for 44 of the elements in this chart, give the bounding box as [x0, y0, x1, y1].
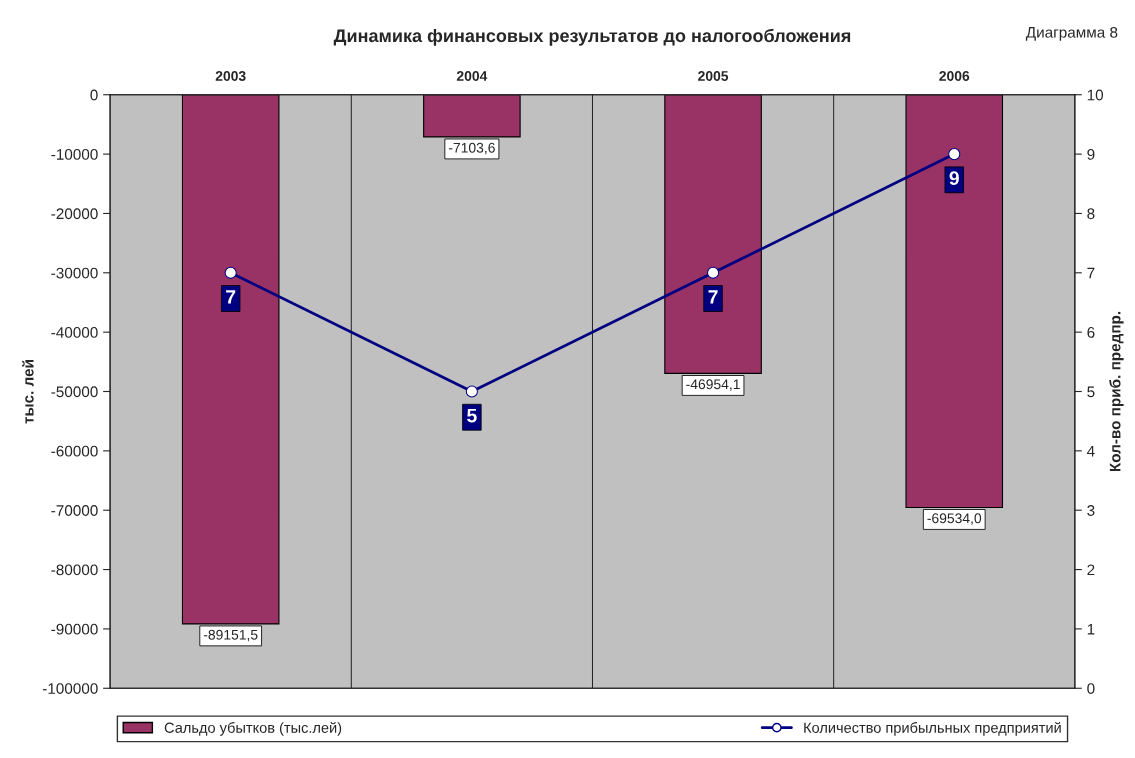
y2-tick-label: 8 — [1087, 208, 1095, 220]
y2-tick-label: 9 — [1087, 148, 1095, 160]
data-label: -69534,0 — [927, 513, 982, 525]
x-tick-label: 2004 — [456, 71, 488, 81]
y-tick-label: -100000 — [42, 683, 98, 694]
y2-tick-label: 6 — [1087, 327, 1095, 338]
text: Диаграмма 8 — [1025, 26, 1118, 41]
y2-axis-title: Кол-во приб. предпр. — [1109, 311, 1124, 472]
y-tick-label: -90000 — [51, 623, 98, 635]
y-tick-label: -40000 — [51, 327, 98, 338]
x-tick-label: 2006 — [939, 71, 970, 81]
chart-title: Динамика финансовых результатов до налогообложения — [333, 28, 851, 46]
y2-tick-label: 3 — [1087, 505, 1095, 516]
data-label: -89151,5 — [203, 629, 258, 642]
y2-tick-label: 10 — [1087, 89, 1104, 101]
data-label: -46954,1 — [686, 379, 740, 391]
y-tick-label: -30000 — [51, 267, 98, 279]
y-tick-label: -70000 — [51, 505, 98, 516]
y-tick-label: -80000 — [51, 564, 98, 576]
point — [706, 266, 720, 279]
y2-tick-label: 1 — [1087, 623, 1095, 635]
y2-tick-label: 2 — [1087, 564, 1095, 576]
legend-label: Количество прибыльных предприятий — [804, 721, 1061, 736]
y2-tick-label: 0 — [1087, 683, 1095, 694]
data-label: 5 — [467, 408, 477, 423]
y-tick-label: 0 — [90, 89, 98, 101]
point — [948, 148, 961, 161]
y-tick-label: -20000 — [51, 208, 98, 220]
y2-tick-label: 4 — [1087, 445, 1095, 457]
point — [465, 385, 478, 398]
data-label: 9 — [949, 171, 959, 186]
y-tick-label: -60000 — [51, 445, 98, 457]
data-label: 7 — [708, 290, 718, 304]
point — [224, 266, 237, 279]
data-label: -7103,6 — [448, 142, 495, 155]
y2-tick-label: 5 — [1087, 386, 1095, 398]
y-tick-label: -10000 — [51, 148, 98, 160]
y-tick-label: -50000 — [51, 386, 98, 398]
y-axis-title: тыс. лей — [22, 360, 34, 424]
x-tick-label: 2003 — [215, 71, 246, 81]
y2-tick-label: 7 — [1087, 267, 1095, 279]
data-label: 7 — [226, 290, 236, 304]
legend-label: Сальдо убытков (тыс.лей) — [164, 721, 342, 736]
x-tick-label: 2005 — [698, 71, 729, 81]
